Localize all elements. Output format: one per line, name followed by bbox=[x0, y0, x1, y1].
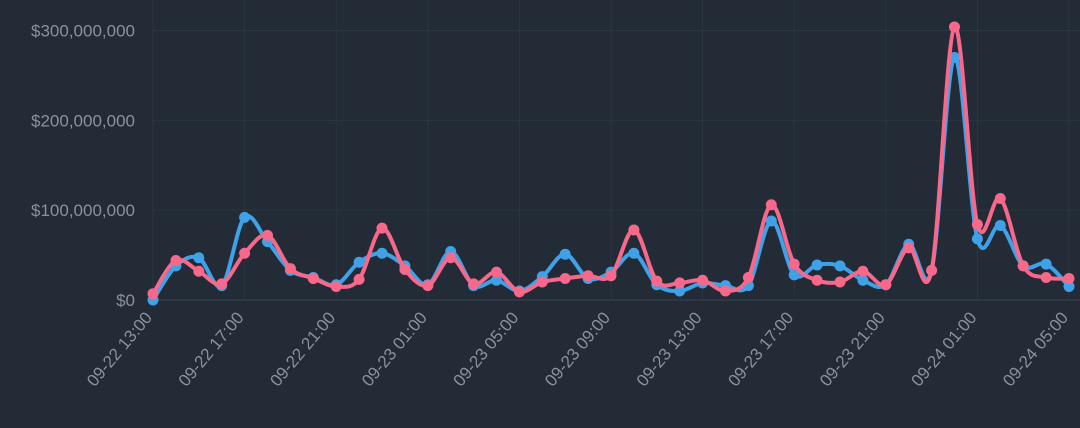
point bbox=[536, 276, 548, 288]
x-tick-label: 09-23 05:00 bbox=[450, 308, 523, 390]
point bbox=[765, 215, 777, 227]
point bbox=[605, 270, 617, 282]
y-tick-label: $100,000,000 bbox=[31, 201, 135, 220]
point bbox=[720, 285, 731, 297]
point bbox=[1017, 260, 1029, 272]
x-tick-label: 09-23 01:00 bbox=[358, 308, 431, 390]
x-tick-label: 09-22 17:00 bbox=[175, 308, 248, 390]
point bbox=[513, 286, 525, 298]
point bbox=[788, 269, 800, 281]
point bbox=[193, 265, 205, 277]
point bbox=[834, 260, 846, 272]
point bbox=[628, 224, 640, 236]
point bbox=[422, 280, 434, 292]
point bbox=[559, 272, 571, 284]
point bbox=[949, 21, 960, 33]
point bbox=[491, 266, 502, 278]
point bbox=[193, 252, 205, 264]
point bbox=[811, 274, 823, 286]
point bbox=[788, 258, 800, 270]
point bbox=[880, 279, 892, 291]
point bbox=[353, 256, 365, 268]
x-tick-label: 09-22 13:00 bbox=[83, 308, 156, 390]
point bbox=[216, 278, 228, 290]
point bbox=[834, 276, 846, 288]
x-tick-label: 09-24 05:00 bbox=[999, 308, 1072, 390]
y-tick-label: $300,000,000 bbox=[31, 22, 135, 41]
x-tick-label: 09-23 13:00 bbox=[633, 308, 706, 390]
point bbox=[994, 219, 1006, 231]
point bbox=[674, 277, 686, 289]
point bbox=[628, 247, 640, 259]
x-tick-label: 09-23 17:00 bbox=[724, 308, 797, 390]
point bbox=[307, 272, 319, 284]
point bbox=[399, 263, 411, 275]
y-tick-label: $0 bbox=[116, 291, 135, 310]
point bbox=[1040, 272, 1052, 284]
point bbox=[468, 278, 480, 290]
point bbox=[857, 274, 869, 286]
point bbox=[353, 273, 365, 285]
y-tick-label: $200,000,000 bbox=[31, 111, 135, 130]
x-tick-label: 09-23 21:00 bbox=[816, 308, 889, 390]
point bbox=[170, 254, 182, 266]
point bbox=[697, 274, 709, 286]
point bbox=[742, 272, 754, 284]
point bbox=[330, 281, 342, 293]
point bbox=[811, 259, 823, 271]
point bbox=[971, 233, 983, 245]
point bbox=[239, 211, 251, 223]
point bbox=[147, 288, 159, 300]
point bbox=[994, 193, 1006, 205]
point bbox=[1063, 272, 1075, 284]
point bbox=[651, 275, 663, 287]
x-tick-label: 09-24 01:00 bbox=[908, 308, 981, 390]
point bbox=[1063, 281, 1075, 293]
point bbox=[376, 222, 388, 234]
point bbox=[674, 285, 686, 297]
point bbox=[491, 274, 502, 286]
point bbox=[1040, 258, 1052, 270]
point bbox=[239, 247, 251, 259]
point bbox=[445, 252, 457, 264]
point bbox=[262, 229, 273, 241]
point bbox=[284, 263, 296, 275]
x-tick-label: 09-23 09:00 bbox=[541, 308, 614, 390]
point bbox=[971, 219, 983, 231]
point bbox=[559, 248, 571, 260]
x-tick-label: 09-22 21:00 bbox=[266, 308, 339, 390]
point bbox=[926, 264, 938, 276]
point bbox=[903, 242, 915, 254]
point bbox=[765, 199, 777, 211]
point bbox=[376, 247, 388, 259]
point bbox=[857, 265, 869, 277]
point bbox=[582, 270, 594, 282]
